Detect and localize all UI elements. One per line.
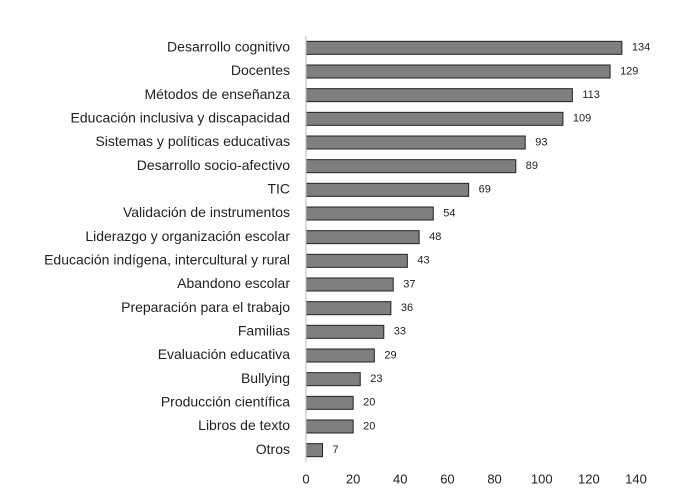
data-label: 129 [620,65,638,77]
bar [305,301,392,316]
data-label: 20 [363,420,375,432]
bar [305,159,517,174]
bar [305,206,434,221]
data-label: 109 [573,113,591,125]
y-tick-label: Libros de texto [198,417,290,433]
bar [305,395,354,410]
data-label: 7 [333,444,339,456]
x-tick-label: 40 [393,471,407,486]
data-label: 113 [582,89,600,101]
y-tick-label: Otros [256,441,290,457]
bar [305,443,323,458]
bar [305,372,361,387]
y-tick-label: Educación inclusiva y discapacidad [71,110,290,126]
data-label: 36 [401,302,413,314]
y-tick-label: Desarrollo socio-afectivo [137,157,290,173]
y-tick-label: Bullying [241,370,290,386]
x-tick-label: 80 [487,471,501,486]
y-tick-label: Métodos de enseñanza [144,86,290,102]
x-tick-label: 0 [302,471,309,486]
bar [305,324,385,339]
bar [305,419,354,434]
data-label: 43 [417,255,429,267]
data-label: 29 [384,349,396,361]
x-tick-label: 100 [531,471,553,486]
bar [305,277,394,292]
y-tick-label: Docentes [231,62,290,78]
bar [305,64,611,79]
bar [305,135,526,150]
x-tick-label: 20 [346,471,360,486]
data-label: 48 [429,231,441,243]
x-tick-label: 140 [625,471,647,486]
data-label: 69 [479,184,491,196]
y-tick-label: Liderazgo y organización escolar [85,228,290,244]
data-label: 23 [370,373,382,385]
bar [305,230,420,245]
bar [305,253,408,268]
y-tick-label: Producción científica [161,394,290,410]
bar [305,182,470,197]
data-label: 37 [403,278,415,290]
bar [305,40,623,55]
bar [305,348,375,363]
y-tick-label: TIC [267,181,290,197]
y-tick-label: Evaluación educativa [158,346,291,362]
data-label: 93 [535,136,547,148]
y-tick-label: Sistemas y políticas educativas [95,133,290,149]
y-tick-label: Familias [238,323,290,339]
data-label: 54 [443,207,455,219]
y-tick-label: Desarrollo cognitivo [167,39,290,55]
data-label: 33 [394,326,406,338]
x-tick-label: 60 [440,471,454,486]
data-label: 134 [632,42,650,54]
data-label: 89 [526,160,538,172]
y-tick-label: Educación indígena, intercultural y rura… [44,252,290,268]
y-tick-label: Preparación para el trabajo [121,299,290,315]
bar [305,88,573,103]
x-tick-label: 120 [578,471,600,486]
y-tick-label: Abandono escolar [177,275,290,291]
y-tick-label: Validación de instrumentos [123,204,290,220]
data-label: 20 [363,397,375,409]
bar [305,111,564,126]
